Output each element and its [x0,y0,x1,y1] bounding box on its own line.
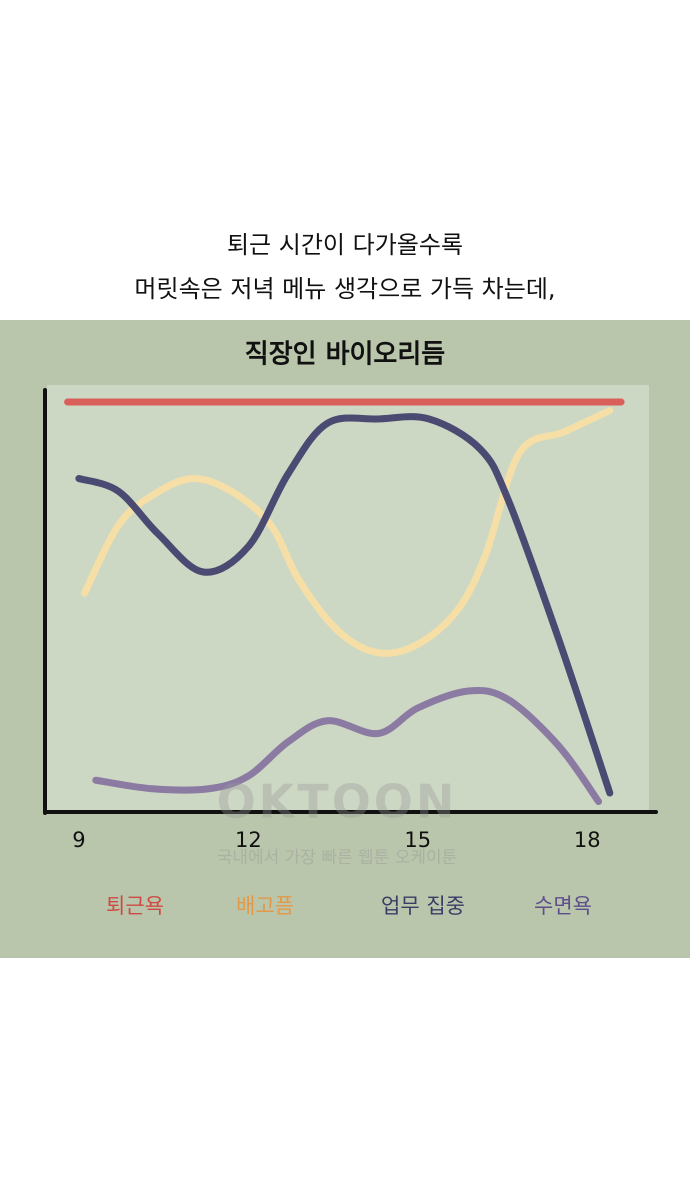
caption-line: 퇴근 시간이 다가올수록 [227,231,463,259]
legend-entry: 퇴근욕 [106,894,164,918]
legend-entry: 배고픔 [236,894,294,918]
series-line [81,407,614,657]
x-tick-label: 15 [404,828,431,852]
legend-entry: 수면욕 [534,894,592,918]
series-line [92,686,603,805]
watermark-logo: OKTOON [217,775,458,829]
x-tick-label: 9 [72,828,85,852]
legend-entry: 업무 집중 [381,894,465,918]
chart-title: 직장인 바이오리듬 [245,340,445,370]
x-tick-label: 18 [574,828,601,852]
series-line [75,413,614,797]
watermark-tagline: 국내에서 가장 빠른 웹툰 오케이툰 [217,848,458,868]
caption-line: 머릿속은 저녁 메뉴 생각으로 가득 차는데, [134,275,555,303]
x-tick-label: 12 [235,828,262,852]
